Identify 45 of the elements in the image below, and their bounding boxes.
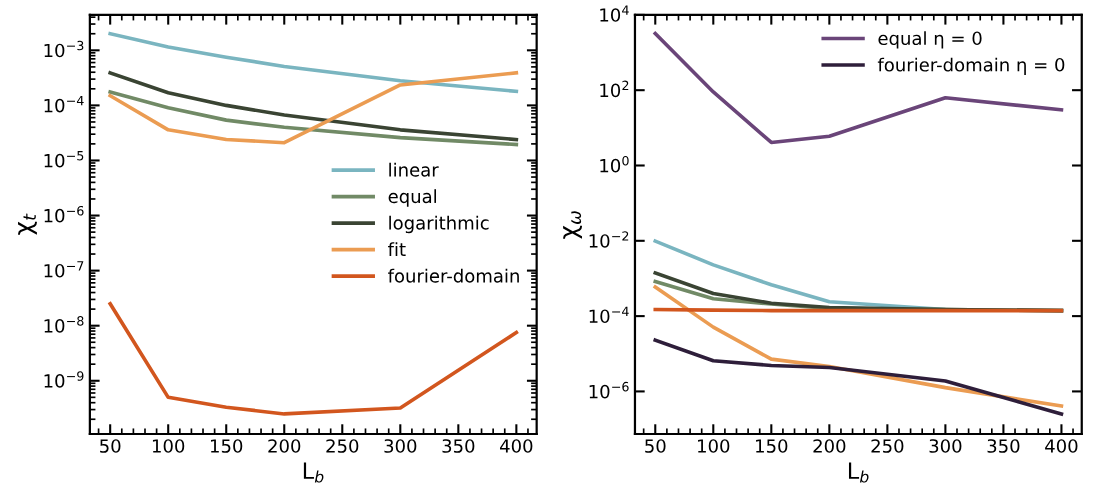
line-series (108, 31, 519, 94)
x-tick-label: 100 (698, 439, 730, 453)
x-tick-label: 100 (152, 439, 185, 453)
x-axis-title: L$_{b}$ (848, 462, 869, 483)
x-tick-label: 350 (987, 439, 1020, 453)
y-tick-label: 10$^{−8}$ (44, 316, 84, 333)
x-tick-label: 50 (100, 439, 121, 453)
y-tick-label: 10$^{4}$ (600, 5, 629, 22)
line-series (108, 90, 519, 147)
y-tick-label: 10$^{−4}$ (589, 306, 629, 324)
x-tick-label: 300 (384, 439, 417, 453)
y-tick-label: 10$^{−7}$ (44, 261, 84, 278)
legend-label: linear (389, 162, 439, 177)
y-tick-label: 10$^{−6}$ (589, 381, 629, 399)
y-axis-title: χ$_{t}$ (18, 213, 37, 235)
legend-label: logarithmic (389, 215, 489, 234)
x-tick-label: 300 (929, 439, 962, 453)
legend-label: fourier-domain η = 0 (877, 57, 1065, 76)
legend-label: fit (388, 242, 406, 256)
legend-label: equal (388, 189, 437, 207)
y-tick-label: 10$^{2}$ (600, 80, 629, 98)
line-series (108, 301, 519, 416)
x-tick-label: 250 (326, 439, 359, 453)
y-tick-label: 10$^{−2}$ (589, 231, 629, 248)
x-tick-label: 150 (210, 439, 243, 453)
x-tick-label: 400 (500, 439, 533, 453)
x-tick-label: 150 (756, 439, 788, 453)
x-tick-label: 350 (442, 439, 475, 453)
x-tick-label: 200 (268, 439, 301, 453)
y-tick-label: 10$^{−4}$ (44, 96, 84, 113)
line-series (653, 31, 1064, 145)
y-axis-title: χ$_{ω}$ (563, 211, 583, 239)
x-tick-label: 250 (871, 439, 904, 453)
x-axis-title: L$_{b}$ (303, 462, 324, 483)
x-tick-label: 200 (813, 439, 846, 453)
legend-label: fourier-domain (388, 268, 519, 283)
y-tick-label: 10$^{−3}$ (44, 40, 84, 58)
y-tick-label: 10$^{−9}$ (44, 371, 84, 388)
legend-label: equal η = 0 (878, 31, 982, 49)
line-series (653, 338, 1064, 416)
y-tick-label: 10$^{0}$ (600, 155, 629, 173)
y-tick-label: 10$^{−6}$ (44, 205, 84, 223)
y-tick-label: 10$^{−5}$ (44, 151, 84, 168)
x-tick-label: 50 (645, 439, 666, 453)
x-tick-label: 400 (1045, 439, 1078, 453)
